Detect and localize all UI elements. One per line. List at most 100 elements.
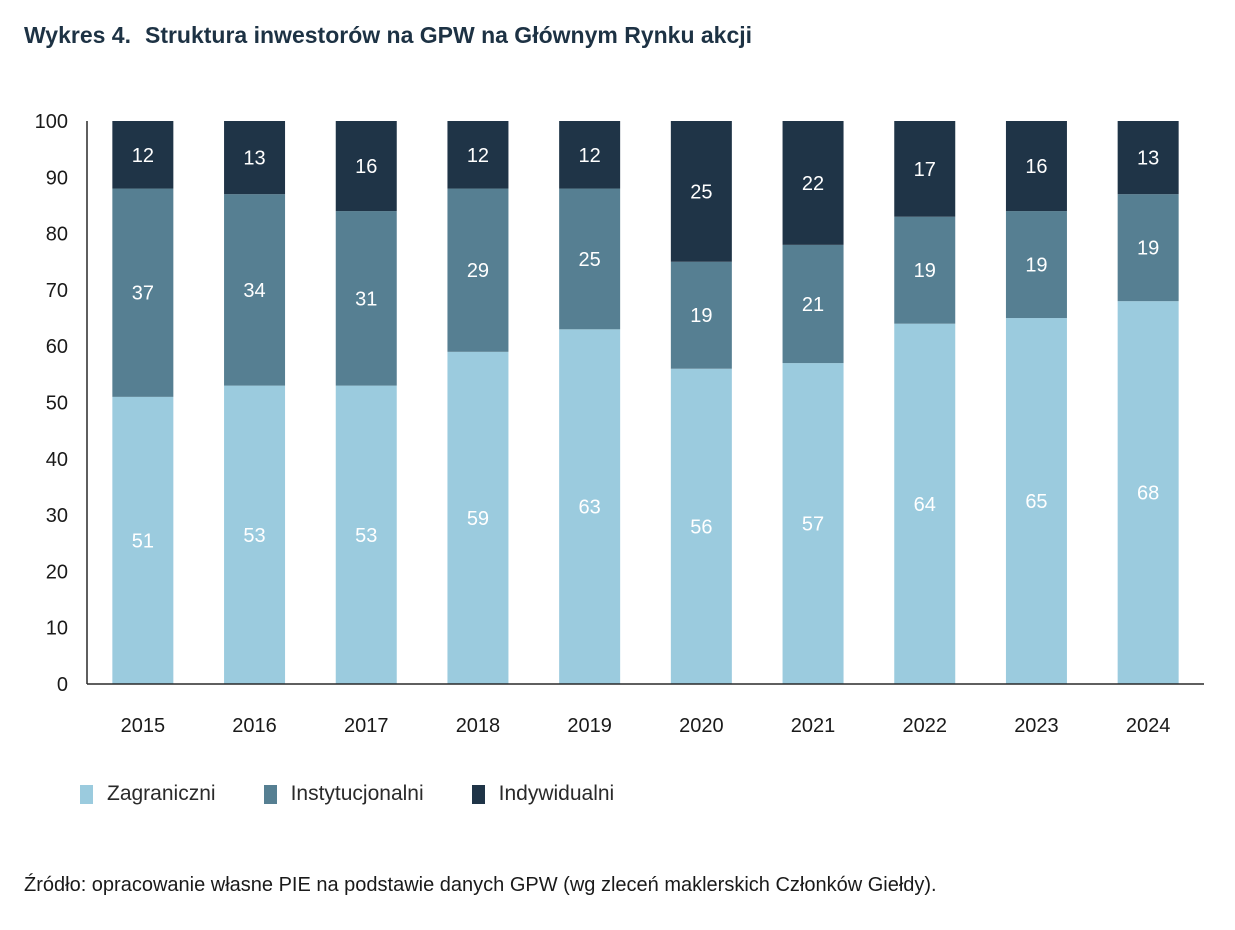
y-tick-label: 30 xyxy=(46,505,68,527)
chart-title: Wykres 4. Struktura inwestorów na GPW na … xyxy=(24,22,752,49)
data-label-zagraniczni-2016: 53 xyxy=(243,525,265,547)
bar-segment-indywidualni-2020 xyxy=(670,121,732,262)
data-label-indywidualni-2023: 16 xyxy=(1025,156,1047,178)
legend-item-zagraniczni: Zagraniczni xyxy=(80,782,216,806)
bar-segment-zagraniczni-2020 xyxy=(670,368,732,684)
data-label-zagraniczni-2015: 51 xyxy=(132,530,154,552)
data-label-indywidualni-2022: 17 xyxy=(914,159,936,181)
data-label-instytucjonalni-2017: 31 xyxy=(355,288,377,310)
bar-segment-instytucjonalni-2019 xyxy=(559,188,621,330)
bar-segment-indywidualni-2016 xyxy=(224,121,286,195)
x-tick-label-2018: 2018 xyxy=(456,715,501,737)
data-label-zagraniczni-2017: 53 xyxy=(355,525,377,547)
data-label-zagraniczni-2024: 68 xyxy=(1137,483,1159,505)
x-tick-label-2022: 2022 xyxy=(903,715,948,737)
y-tick-label: 10 xyxy=(46,618,68,640)
x-tick-label-2021: 2021 xyxy=(791,715,836,737)
x-axis-ticks: 2015 2016 2017 2018 2019 2020 2021 2022 2023 2024 xyxy=(121,715,1171,737)
y-tick-label: 20 xyxy=(46,561,68,583)
bar-segment-zagraniczni-2016 xyxy=(224,385,286,684)
bar-segment-zagraniczni-2018 xyxy=(447,351,509,684)
bar-segment-instytucjonalni-2023 xyxy=(1005,211,1067,319)
data-label-instytucjonalni-2019: 25 xyxy=(579,249,601,271)
legend-label: Indywidualni xyxy=(498,782,615,805)
bar-segment-instytucjonalni-2015 xyxy=(112,188,174,397)
legend-item-indywidualni: Indywidualni xyxy=(471,782,615,806)
y-tick-label: 0 xyxy=(57,674,68,696)
bar-segment-indywidualni-2021 xyxy=(782,121,844,245)
x-tick-label-2019: 2019 xyxy=(567,715,612,737)
bar-segment-instytucjonalni-2021 xyxy=(782,244,844,364)
data-label-zagraniczni-2022: 64 xyxy=(914,494,936,516)
data-label-zagraniczni-2021: 57 xyxy=(802,514,824,536)
data-label-zagraniczni-2020: 56 xyxy=(690,516,712,538)
bar-segment-zagraniczni-2017 xyxy=(335,385,397,684)
bar-segment-indywidualni-2019 xyxy=(559,121,621,189)
legend-label: Zagraniczni xyxy=(107,782,216,805)
data-label-instytucjonalni-2020: 19 xyxy=(690,305,712,327)
data-label-instytucjonalni-2023: 19 xyxy=(1025,255,1047,277)
data-label-indywidualni-2019: 12 xyxy=(579,145,601,167)
y-tick-label: 40 xyxy=(46,449,68,471)
y-tick-label: 60 xyxy=(46,336,68,358)
bar-segment-instytucjonalni-2017 xyxy=(335,211,397,386)
bar-labels: 51 37 12 53 34 13 53 31 16 59 29 12 63 25 12 56 19 25 57 21… xyxy=(132,145,1160,553)
bar-segment-indywidualni-2017 xyxy=(335,121,397,212)
y-tick-label: 80 xyxy=(46,224,68,246)
y-tick-label: 90 xyxy=(46,167,68,189)
data-label-indywidualni-2018: 12 xyxy=(467,145,489,167)
x-tick-label-2016: 2016 xyxy=(232,715,277,737)
bar-segment-indywidualni-2023 xyxy=(1005,121,1067,212)
x-tick-label-2015: 2015 xyxy=(121,715,166,737)
bar-segment-zagraniczni-2023 xyxy=(1005,318,1067,684)
chart-title-text: Struktura inwestorów na GPW na Głównym R… xyxy=(144,22,753,48)
data-label-indywidualni-2017: 16 xyxy=(355,156,377,178)
bar-segment-instytucjonalni-2018 xyxy=(447,188,509,352)
data-label-zagraniczni-2023: 65 xyxy=(1025,491,1047,513)
bar-segment-zagraniczni-2019 xyxy=(559,329,621,684)
bar-segment-indywidualni-2022 xyxy=(894,121,956,217)
data-label-instytucjonalni-2016: 34 xyxy=(243,280,265,302)
bar-segment-instytucjonalni-2016 xyxy=(224,194,286,386)
data-label-zagraniczni-2019: 63 xyxy=(579,497,601,519)
bar-segment-instytucjonalni-2020 xyxy=(670,261,732,369)
y-tick-label: 100 xyxy=(35,111,68,133)
bar-segment-zagraniczni-2015 xyxy=(112,396,174,684)
bar-segment-zagraniczni-2024 xyxy=(1117,301,1179,684)
data-label-instytucjonalni-2024: 19 xyxy=(1137,238,1159,260)
data-label-indywidualni-2015: 12 xyxy=(132,145,154,167)
bar-segment-indywidualni-2018 xyxy=(447,121,509,189)
bar-segment-instytucjonalni-2022 xyxy=(894,216,956,324)
x-tick-label-2024: 2024 xyxy=(1126,715,1171,737)
data-label-instytucjonalni-2015: 37 xyxy=(132,283,154,305)
bar-segment-indywidualni-2015 xyxy=(112,121,174,189)
y-axis-ticks: 0 10 20 30 40 50 60 70 80 90 100 xyxy=(35,111,68,696)
data-label-instytucjonalni-2022: 19 xyxy=(914,260,936,282)
stacked-bar-chart: 0 10 20 30 40 50 60 70 80 90 100 51 37 12 53 34 13 53 31 1… xyxy=(35,111,1204,737)
bar-segment-indywidualni-2024 xyxy=(1117,121,1179,195)
data-label-indywidualni-2016: 13 xyxy=(243,148,265,170)
data-label-instytucjonalni-2021: 21 xyxy=(802,294,824,316)
chart-title-number: Wykres 4. xyxy=(24,22,131,48)
axes xyxy=(86,121,1204,685)
legend-swatch xyxy=(471,784,485,804)
x-tick-label-2023: 2023 xyxy=(1014,715,1059,737)
data-label-instytucjonalni-2018: 29 xyxy=(467,260,489,282)
data-label-indywidualni-2021: 22 xyxy=(802,173,824,195)
legend: Zagraniczni Instytucjonalni Indywidualni xyxy=(80,782,662,806)
x-tick-label-2020: 2020 xyxy=(679,715,724,737)
source-note: Źródło: opracowanie własne PIE na podsta… xyxy=(24,874,937,896)
legend-swatch xyxy=(263,784,277,804)
data-label-indywidualni-2020: 25 xyxy=(690,181,712,203)
legend-item-instytucjonalni: Instytucjonalni xyxy=(263,782,424,806)
bar-segment-zagraniczni-2022 xyxy=(894,323,956,684)
legend-swatch xyxy=(80,784,93,804)
data-label-zagraniczni-2018: 59 xyxy=(467,508,489,530)
y-tick-label: 70 xyxy=(46,280,68,302)
data-label-indywidualni-2024: 13 xyxy=(1137,148,1159,170)
legend-label: Instytucjonalni xyxy=(290,782,424,805)
bar-segment-zagraniczni-2021 xyxy=(782,363,844,684)
bar-segment-instytucjonalni-2024 xyxy=(1117,194,1179,302)
y-tick-label: 50 xyxy=(46,393,68,415)
x-tick-label-2017: 2017 xyxy=(344,715,389,737)
